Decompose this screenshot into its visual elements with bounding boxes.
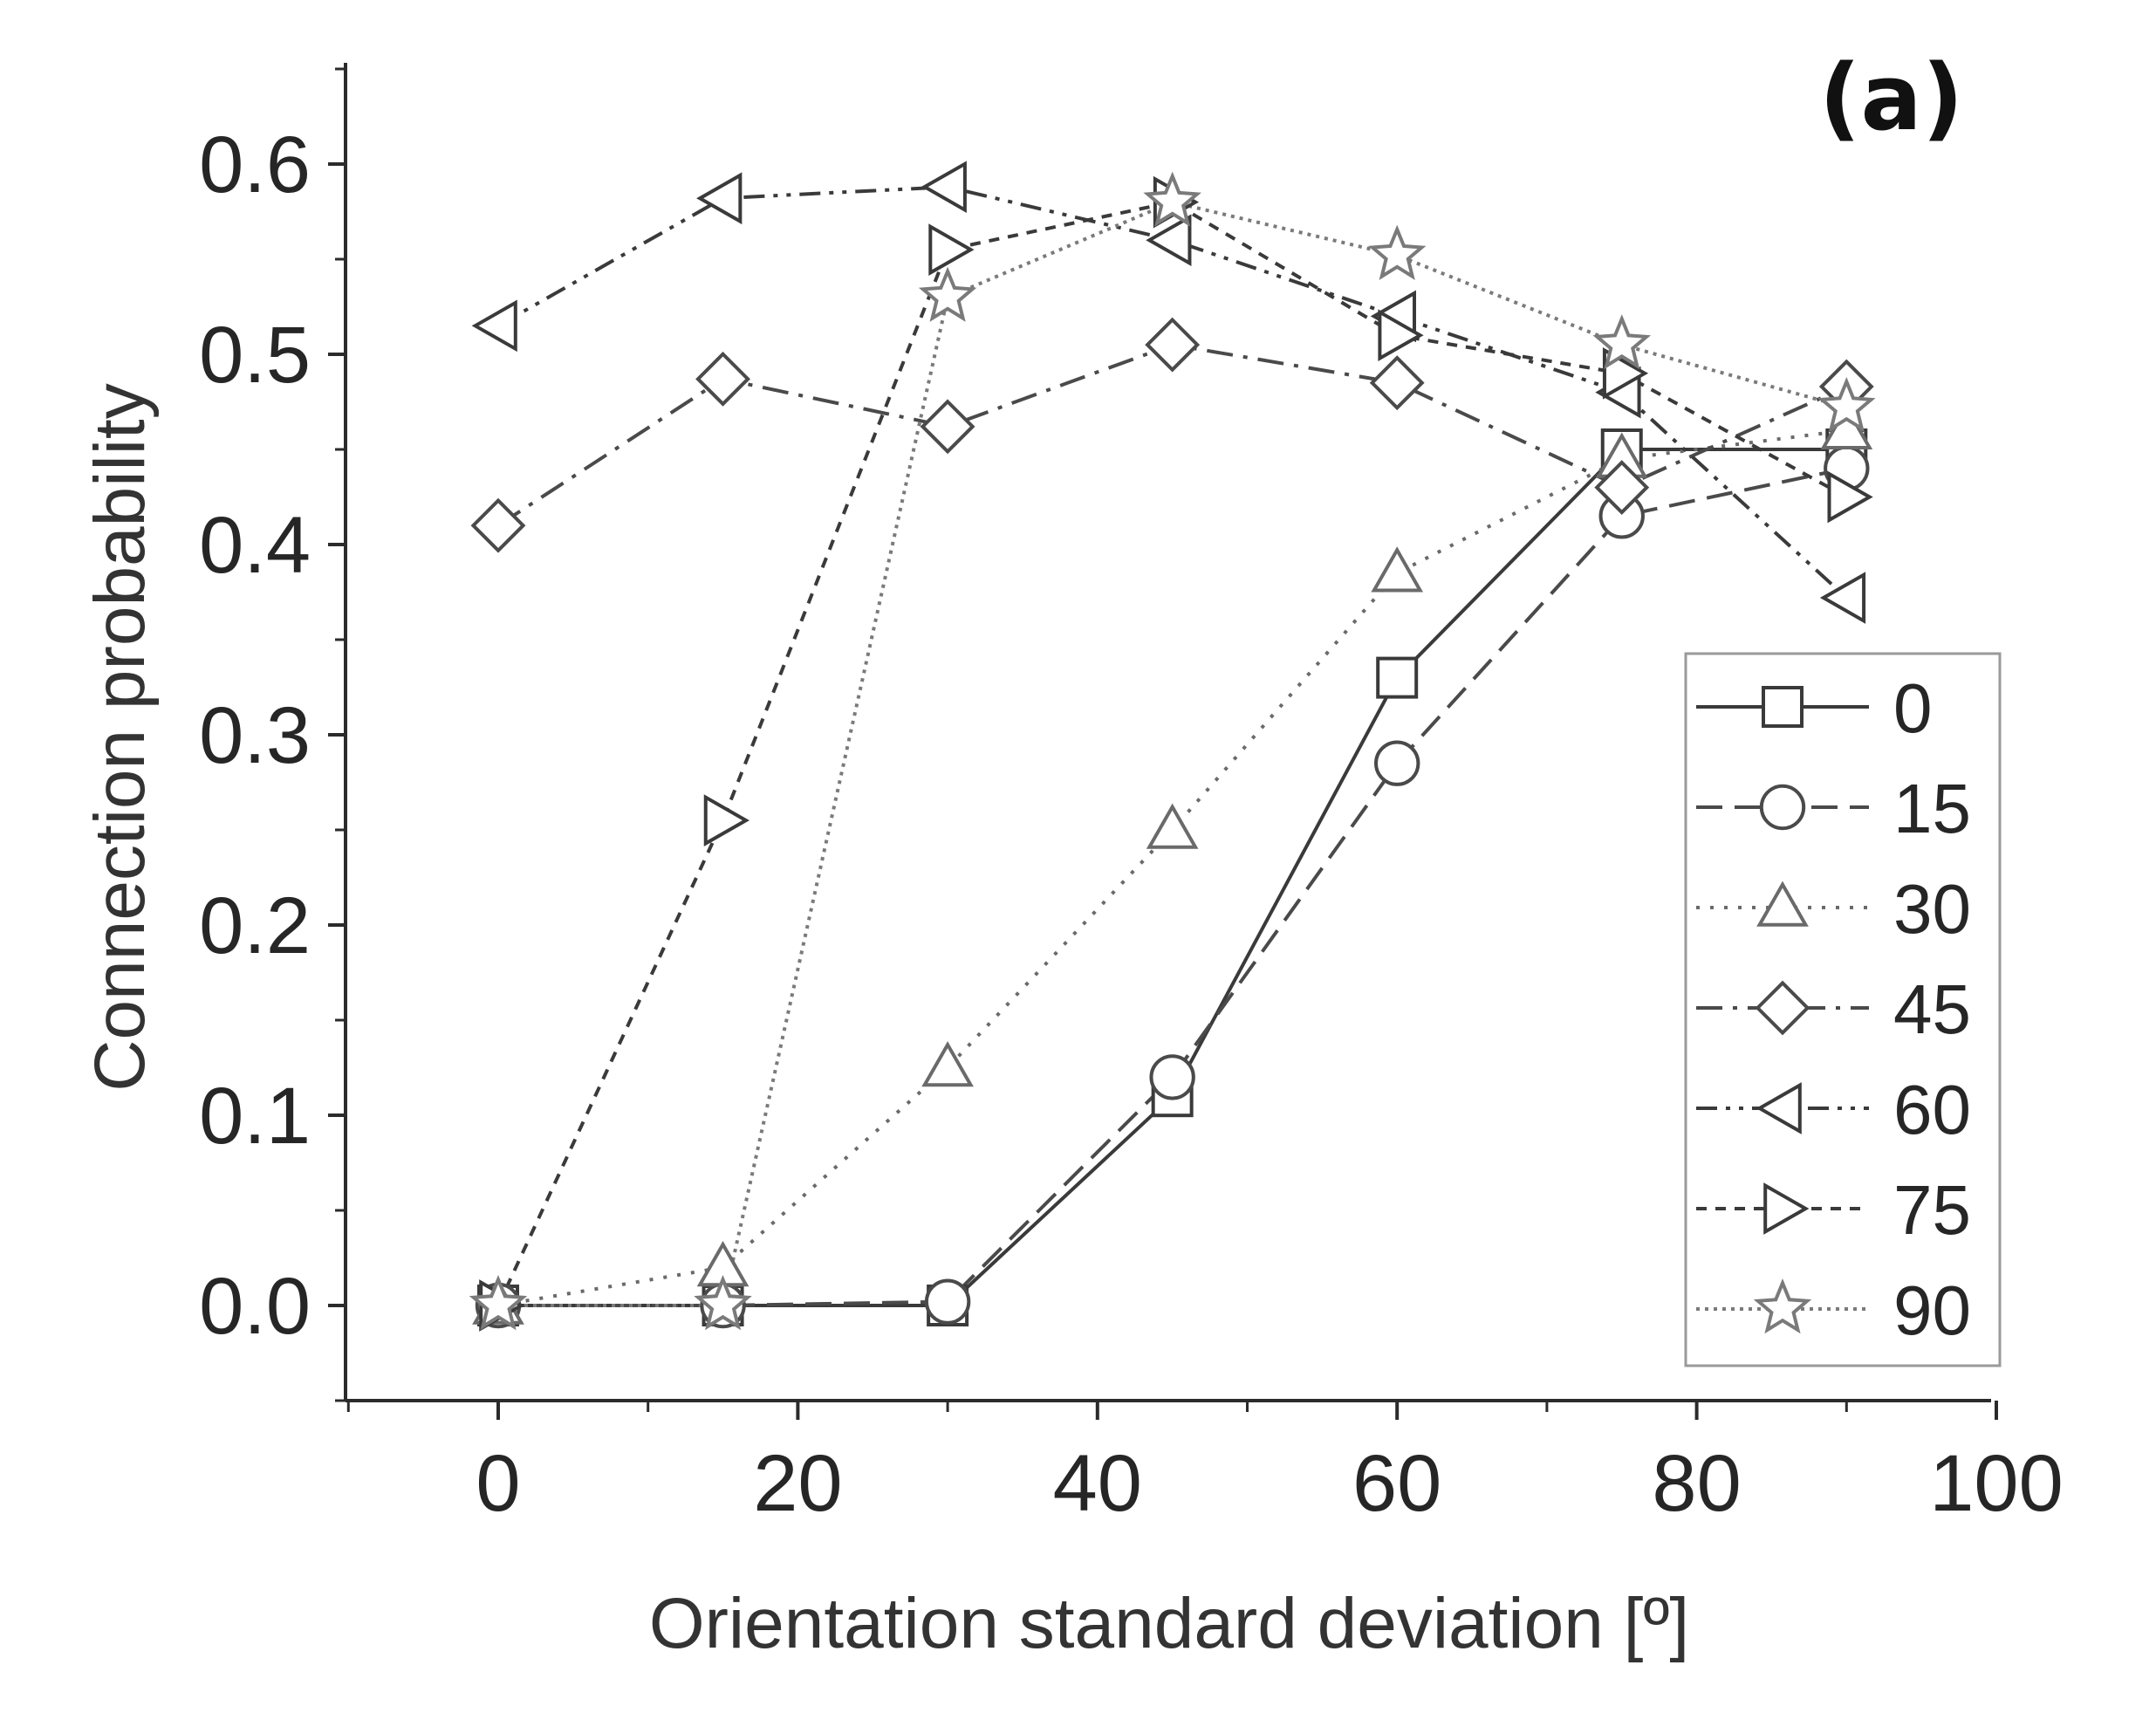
legend-label-75: 75 xyxy=(1893,1171,1971,1249)
data-point-45 xyxy=(695,351,750,407)
legend-marker-75 xyxy=(1763,1182,1810,1235)
data-point-60 xyxy=(1146,214,1192,267)
legend-box xyxy=(1684,652,2002,1367)
legend-marker-60 xyxy=(1756,1082,1802,1134)
legend-label-90: 90 xyxy=(1893,1271,1971,1349)
data-point-90 xyxy=(1592,314,1652,370)
y-tick-label: 0.5 xyxy=(199,311,311,400)
data-point-60 xyxy=(471,299,517,353)
data-point-75 xyxy=(928,223,975,276)
data-point-90 xyxy=(918,266,977,322)
y-tick-label: 0.2 xyxy=(199,881,311,970)
legend-marker-0 xyxy=(1762,686,1804,728)
legend-label-60: 60 xyxy=(1893,1071,1971,1148)
data-point-15 xyxy=(924,1278,971,1325)
data-point-45 xyxy=(1594,460,1650,516)
legend-label-30: 30 xyxy=(1893,870,1971,948)
data-point-75 xyxy=(703,794,749,846)
legend-label-15: 15 xyxy=(1893,770,1971,847)
legend-marker-45 xyxy=(1755,980,1810,1036)
data-point-90 xyxy=(1143,171,1201,227)
data-point-45 xyxy=(470,497,526,553)
data-point-90 xyxy=(469,1275,528,1331)
x-tick-label: 20 xyxy=(753,1439,842,1528)
data-point-30 xyxy=(1146,803,1199,849)
x-tick-label: 100 xyxy=(1929,1439,2064,1528)
legend-label-0: 0 xyxy=(1893,669,1933,747)
x-axis-title: Orientation standard deviation [º] xyxy=(649,1584,1689,1663)
data-point-30 xyxy=(1371,546,1424,593)
panel-label: (a) xyxy=(1819,45,1963,151)
data-point-30 xyxy=(921,1041,974,1087)
x-tick-label: 0 xyxy=(476,1439,520,1528)
data-point-60 xyxy=(1819,572,1866,624)
data-point-0 xyxy=(1376,656,1419,699)
data-point-45 xyxy=(1145,317,1201,373)
data-point-60 xyxy=(696,172,743,225)
x-tick-label: 80 xyxy=(1652,1439,1741,1528)
y-tick-label: 0.6 xyxy=(199,120,311,209)
data-point-15 xyxy=(1374,740,1420,786)
data-point-90 xyxy=(1367,224,1427,280)
y-axis-title: Connection probability xyxy=(80,383,160,1091)
data-point-45 xyxy=(920,399,975,455)
data-point-60 xyxy=(921,161,967,214)
data-point-75 xyxy=(1378,309,1424,362)
x-tick-label: 60 xyxy=(1352,1439,1441,1528)
y-tick-label: 0.1 xyxy=(199,1072,311,1161)
legend-marker-90 xyxy=(1753,1278,1812,1334)
data-point-75 xyxy=(1827,470,1873,524)
y-tick-label: 0.4 xyxy=(199,501,311,590)
legend-marker-30 xyxy=(1756,881,1809,927)
data-point-90 xyxy=(1817,377,1876,433)
legend-label-45: 45 xyxy=(1893,970,1971,1048)
data-point-45 xyxy=(1369,355,1425,411)
legend-marker-15 xyxy=(1759,784,1806,831)
legend: 0 15 30 45 60 75 90 xyxy=(1684,652,2002,1367)
y-tick-label: 0.0 xyxy=(199,1262,311,1351)
y-tick-label: 0.3 xyxy=(199,691,311,780)
data-point-90 xyxy=(694,1275,752,1331)
series-line-0 xyxy=(498,448,1847,1307)
axes: 0.0 0.1 0.2 0.3 0.4 0.5 0.6 0 20 40 60 80 100 xyxy=(199,63,2064,1528)
series-line-15 xyxy=(498,466,1847,1307)
series-markers xyxy=(469,161,1876,1332)
data-point-15 xyxy=(1149,1054,1195,1100)
x-tick-label: 40 xyxy=(1053,1439,1142,1528)
